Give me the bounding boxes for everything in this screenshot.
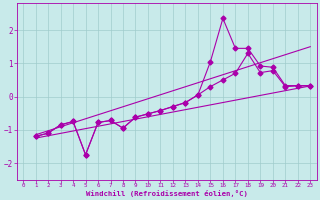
X-axis label: Windchill (Refroidissement éolien,°C): Windchill (Refroidissement éolien,°C) [86,190,248,197]
